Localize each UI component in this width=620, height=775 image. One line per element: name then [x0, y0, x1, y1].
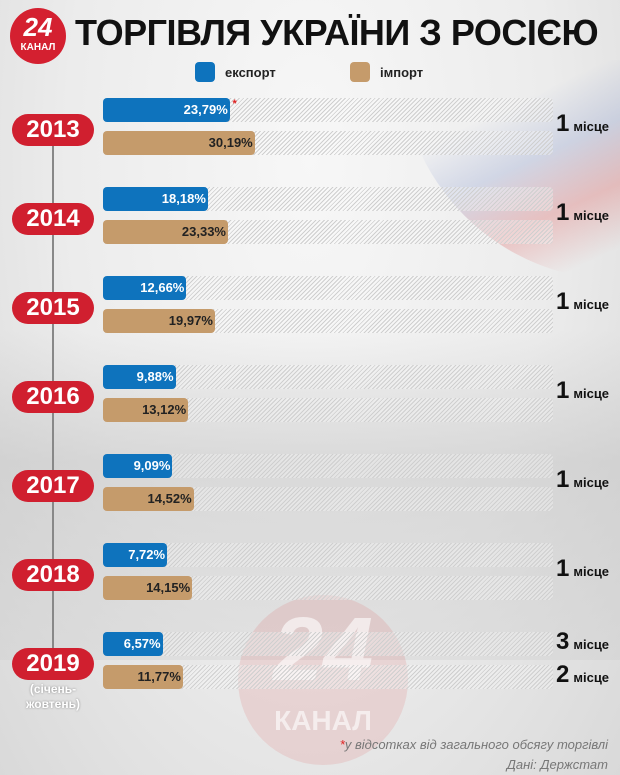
bar-track — [103, 543, 553, 567]
bar-value-label: 18,18% — [161, 191, 206, 206]
import-bar: 19,97% — [103, 309, 215, 333]
rank-number: 1 — [556, 555, 570, 582]
bar-value-label: 7,72% — [128, 547, 166, 562]
channel-logo: 24 КАНАЛ — [10, 8, 66, 64]
logo-number: 24 — [23, 12, 53, 42]
year-note: (січень-жовтень) — [26, 682, 80, 711]
year-label: 2016 — [12, 381, 94, 413]
bar-value-label: 19,97% — [168, 313, 213, 328]
import-bar: 23,33% — [103, 220, 228, 244]
export-bar: 9,88% — [103, 365, 176, 389]
bar-value-label: 11,77% — [137, 669, 181, 684]
rank-label: 1 місце — [556, 555, 609, 583]
import-bar: 14,15% — [103, 576, 193, 600]
rank-word: місце — [573, 297, 610, 312]
legend-import: імпорт — [350, 62, 423, 82]
page-title: ТОРГІВЛЯ УКРАЇНИ З РОСІЄЮ — [75, 12, 599, 53]
export-bar: 7,72% — [103, 543, 168, 567]
asterisk: * — [339, 737, 345, 752]
rank-word: місце — [573, 119, 610, 134]
legend-swatch — [350, 62, 370, 82]
export-bar: 12,66% — [103, 276, 187, 300]
bar-track — [103, 632, 553, 656]
rank-label: 1 місце — [556, 288, 609, 316]
bar-track — [103, 365, 553, 389]
bar-value-label: 13,12% — [142, 402, 187, 417]
import-bar: 14,52% — [103, 487, 194, 511]
footer-notes: *у відсотках від загального обсягу торгі… — [340, 735, 608, 775]
import-bar: 11,77% — [103, 665, 183, 689]
year-label: 2018 — [12, 559, 94, 591]
bar-value-label: 30,19% — [208, 135, 253, 150]
year-label: 2013 — [12, 114, 94, 146]
rank-number: 1 — [556, 377, 570, 404]
export-bar: 6,57% — [103, 632, 163, 656]
footnote: у відсотках від загального обсягу торгів… — [344, 737, 608, 752]
rank-word: місце — [573, 670, 610, 685]
bar-value-label: 14,52% — [147, 491, 192, 506]
rank-number: 2 — [556, 661, 570, 688]
legend-label: імпорт — [380, 64, 424, 80]
watermark-word: КАНАЛ — [274, 705, 372, 736]
year-label: 2015 — [12, 292, 94, 324]
legend-swatch — [195, 62, 215, 82]
logo-word: КАНАЛ — [20, 42, 56, 53]
export-bar: 18,18% — [103, 187, 208, 211]
bar-value-label: 9,88% — [136, 369, 174, 384]
rank-word: місце — [573, 564, 610, 579]
rank-word: місце — [573, 386, 610, 401]
import-bar: 13,12% — [103, 398, 189, 422]
rank-word: місце — [573, 637, 610, 652]
year-label: 2019 — [12, 648, 94, 680]
bar-value-label: 14,15% — [146, 580, 191, 595]
year-label: 2017 — [12, 470, 94, 502]
rank-label: 1 місце — [556, 466, 609, 494]
data-source: Дані: Держстат — [506, 757, 608, 772]
rank-word: місце — [573, 208, 610, 223]
bar-value-label: 6,57% — [123, 636, 161, 651]
asterisk: * — [232, 98, 237, 110]
legend-export: експорт — [195, 62, 276, 82]
rank-label: 1 місце — [556, 199, 609, 227]
rank-label: 3 місце — [556, 628, 609, 656]
bar-value-label: 9,09% — [133, 458, 171, 473]
rank-number: 1 — [556, 199, 570, 226]
rank-word: місце — [573, 475, 610, 490]
rank-label: 1 місце — [556, 110, 609, 138]
export-bar: 9,09% — [103, 454, 173, 478]
rank-number: 3 — [556, 628, 570, 655]
export-bar: 23,79% * — [103, 98, 237, 122]
russian-flag-background — [400, 60, 620, 280]
rank-number: 1 — [556, 110, 570, 137]
rank-label: 1 місце — [556, 377, 609, 405]
bar-value-label: 23,33% — [181, 224, 226, 239]
bar-value-label: 23,79% — [183, 102, 228, 117]
import-bar: 30,19% — [103, 131, 255, 155]
year-label: 2014 — [12, 203, 94, 235]
bar-value-label: 12,66% — [140, 280, 185, 295]
rank-number: 1 — [556, 466, 570, 493]
rank-label: 2 місце — [556, 661, 609, 689]
legend-label: експорт — [225, 64, 276, 80]
bar-track — [103, 454, 553, 478]
rank-number: 1 — [556, 288, 570, 315]
